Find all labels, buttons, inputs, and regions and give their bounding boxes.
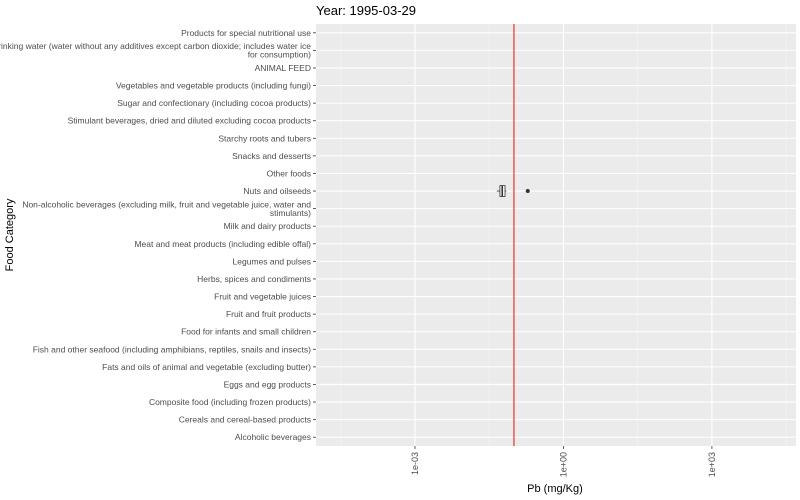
y-tick-label: Milk and dairy products — [224, 221, 311, 231]
y-tick-label: Fruit and vegetable juices — [214, 292, 311, 302]
y-tick-label: Nuts and oilseeds — [243, 186, 311, 196]
y-tick-label: Cereals and cereal-based products — [179, 415, 311, 425]
y-tick-label: Starchy roots and tubers — [218, 133, 311, 143]
y-tick-label: Eggs and egg products — [224, 379, 311, 389]
x-axis-ticks: 1e-03 1e+00 1e+03 — [410, 446, 717, 477]
y-tick-label: Food for infants and small children — [181, 327, 311, 337]
box-outlier — [525, 189, 530, 194]
x-tick-label: 1e-03 — [410, 452, 420, 475]
y-tick-label: Stimulant beverages, dried and diluted e… — [68, 116, 311, 126]
minor-gridlines — [340, 24, 787, 446]
x-major-gridlines — [414, 24, 713, 446]
y-tick-label: Fish and other seafood (including amphib… — [33, 344, 311, 354]
x-axis-title: Pb (mg/Kg) — [527, 483, 583, 495]
y-axis-title: Food Category — [4, 198, 16, 271]
y-tick-label: Herbs, spices and condiments — [197, 274, 311, 284]
y-tick-label: Alcoholic beverages — [235, 432, 311, 442]
x-tick-label: 1e+03 — [707, 452, 717, 477]
y-tick-label: Meat and meat products (including edible… — [134, 239, 311, 249]
y-tick-label: Fats and oils of animal and vegetable (e… — [102, 362, 311, 372]
x-tick-label: 1e+00 — [558, 452, 568, 477]
chart-title: Year: 1995-03-29 — [316, 3, 416, 18]
y-tick-label: Drinking water (water without any additi… — [0, 41, 311, 60]
y-tick-label: Vegetables and vegetable products (inclu… — [116, 81, 311, 91]
y-tick-label: Other foods — [267, 168, 311, 178]
y-tick-label: Composite food (including frozen product… — [149, 397, 311, 407]
y-axis-labels: Alcoholic beverages Cereals and cereal-ba… — [0, 28, 316, 442]
y-tick-label: Sugar and confectionary (including cocoa… — [117, 98, 311, 108]
plot-panel — [316, 24, 796, 446]
boxplots — [496, 185, 530, 197]
y-tick-label: ANIMAL FEED — [255, 63, 311, 73]
y-tick-label: Products for special nutritional use — [181, 28, 311, 38]
y-tick-label: Fruit and fruit products — [226, 309, 311, 319]
y-tick-label: Snacks and desserts — [232, 151, 311, 161]
y-tick-label: Non-alcoholic beverages (excluding milk,… — [22, 199, 311, 218]
y-tick-label: Legumes and pulses — [233, 256, 311, 266]
category-gridlines — [316, 32, 796, 438]
